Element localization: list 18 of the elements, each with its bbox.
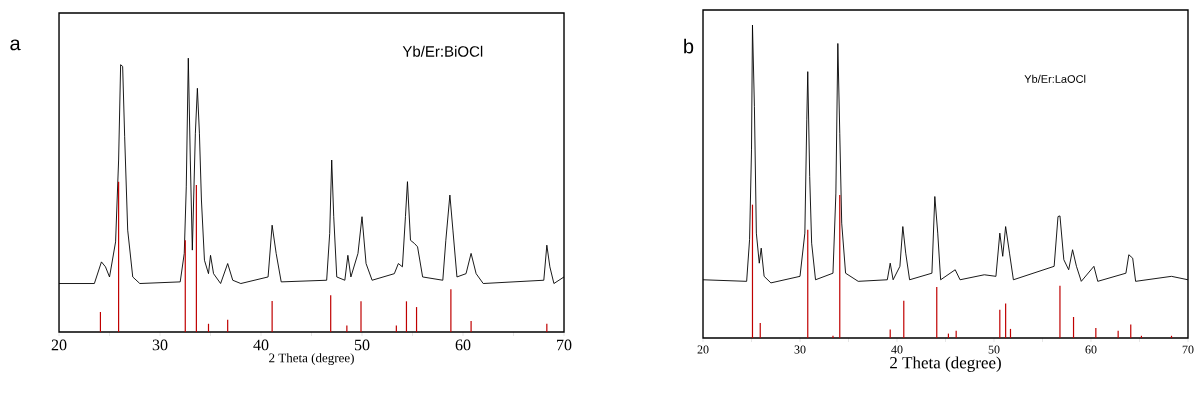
x-tick-label: 40 (253, 339, 269, 351)
annotation: Yb/Er:LaOCl (1024, 74, 1086, 83)
x-tick-label: 40 (891, 345, 903, 354)
x-axis-title: 2 Theta (degree) (890, 356, 1001, 372)
x-tick-label: 60 (1085, 345, 1097, 354)
x-tick-label: 50 (354, 339, 370, 351)
x-tick-label: 50 (988, 345, 1000, 354)
x-tick-label: 70 (1182, 345, 1194, 354)
x-tick-label: 30 (794, 345, 806, 354)
text: Yb/Er:BiOCl (402, 45, 483, 57)
chart-title: a (10, 39, 21, 51)
x-tick-label: 60 (455, 339, 471, 351)
x-tick-label: 20 (697, 345, 709, 354)
text: b (684, 38, 694, 54)
x-tick-label: 70 (557, 339, 572, 351)
x-tick-label: 30 (152, 339, 168, 351)
x-axis-title: 2 Theta (degree) (269, 353, 354, 366)
x-tick-label: 20 (51, 339, 67, 351)
